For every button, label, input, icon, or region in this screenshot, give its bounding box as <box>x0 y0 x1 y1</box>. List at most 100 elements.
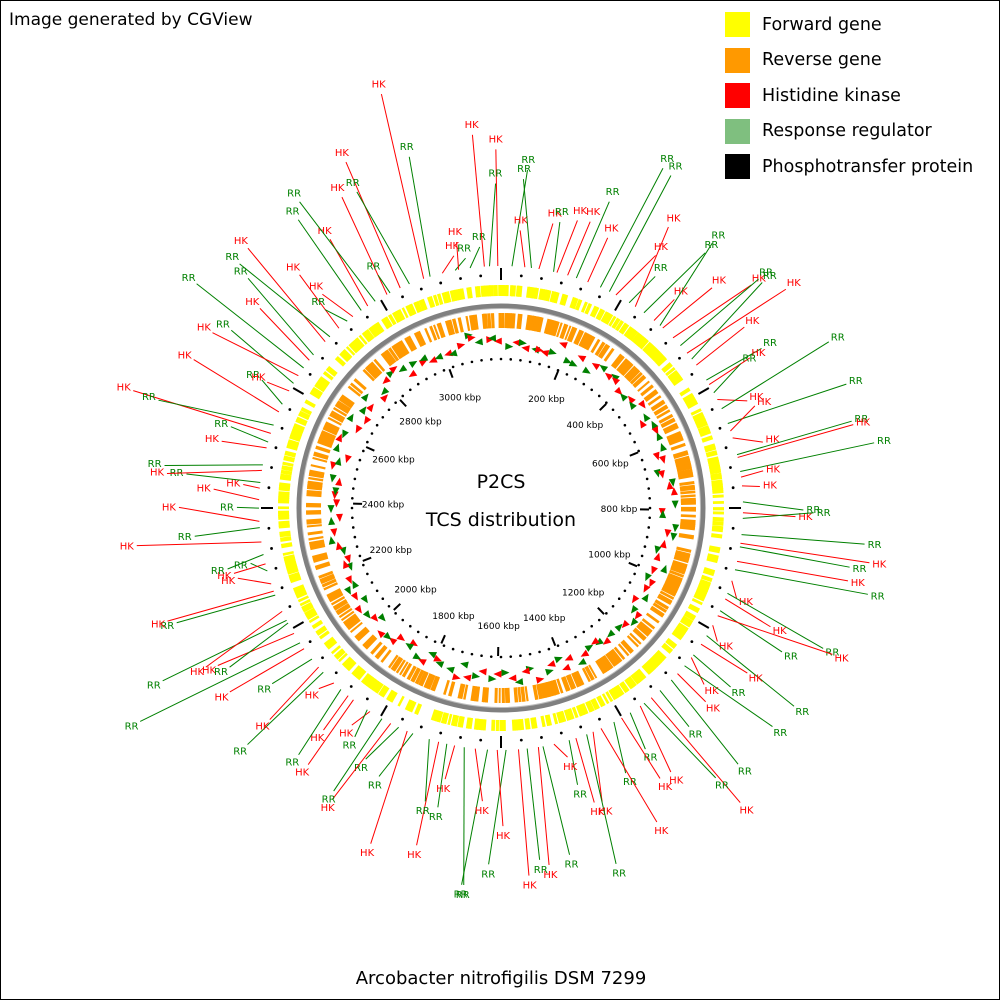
reverse-gene <box>681 496 696 497</box>
forward-gene <box>390 315 396 325</box>
inner-tick <box>612 605 615 608</box>
forward-gene <box>520 719 521 730</box>
forward-gene <box>673 378 682 384</box>
forward-gene <box>468 287 470 298</box>
hk-callout-line <box>709 358 750 385</box>
forward-gene <box>449 714 452 725</box>
rr-callout-line <box>248 278 313 355</box>
rr-callout-line <box>438 744 447 807</box>
reverse-gene <box>397 343 405 356</box>
forward-gene <box>700 431 710 435</box>
forward-gene <box>685 396 695 402</box>
reverse-gene <box>635 628 646 638</box>
inner-tick <box>371 432 374 435</box>
rr-callout-line <box>743 513 814 519</box>
rr-callout-line <box>727 593 823 648</box>
hk-marker <box>397 633 405 641</box>
inner-tick <box>443 644 446 647</box>
forward-gene <box>671 375 680 382</box>
reverse-gene <box>392 346 400 358</box>
reverse-gene <box>676 464 691 467</box>
hk-callout-line <box>260 308 309 360</box>
rr-marker <box>563 357 572 363</box>
reverse-gene <box>450 682 454 696</box>
hk-callout-line <box>742 486 760 487</box>
reverse-gene <box>562 325 567 339</box>
reverse-gene <box>368 366 378 377</box>
forward-gene <box>519 286 520 297</box>
forward-gene <box>606 314 611 324</box>
forward-gene <box>295 589 305 593</box>
inner-tick <box>605 612 608 615</box>
reverse-gene <box>549 681 553 695</box>
reverse-gene <box>483 314 484 329</box>
inner-tick <box>574 378 577 381</box>
reverse-gene <box>680 526 695 527</box>
rr-callout-line <box>462 750 488 885</box>
forward-gene <box>654 354 662 362</box>
forward-gene <box>535 288 537 299</box>
forward-gene <box>573 298 577 308</box>
hk-label: HK <box>321 803 336 814</box>
forward-gene <box>286 564 297 567</box>
hk-label: HK <box>773 626 788 637</box>
rr-marker <box>569 360 578 367</box>
inner-tick <box>362 450 365 453</box>
forward-gene <box>280 538 291 540</box>
reverse-gene <box>316 564 330 569</box>
rr-marker <box>409 361 418 368</box>
forward-gene <box>386 317 392 326</box>
reverse-gene <box>485 687 486 702</box>
forward-gene <box>633 333 640 342</box>
inner-tick <box>362 564 365 567</box>
minor-tick <box>270 466 273 469</box>
forward-gene <box>297 418 307 422</box>
hk-marker <box>494 338 502 345</box>
hk-callout-line <box>457 242 459 270</box>
rr-marker <box>654 469 661 478</box>
hk-label: HK <box>150 468 165 479</box>
forward-gene <box>336 651 344 658</box>
kbp-tick <box>598 608 604 614</box>
hk-callout-line <box>300 275 339 328</box>
forward-gene <box>712 485 723 486</box>
minor-tick <box>309 640 312 643</box>
rr-label: RR <box>742 353 756 364</box>
forward-gene <box>368 678 375 687</box>
rr-marker <box>332 487 339 495</box>
minor-tick <box>579 726 582 729</box>
forward-gene <box>547 290 549 301</box>
minor-tick <box>321 656 324 659</box>
rr-callout-line <box>228 554 264 569</box>
hk-marker <box>354 605 361 614</box>
rr-marker <box>505 343 513 350</box>
forward-gene <box>654 654 662 662</box>
kbp-label: 200 kbp <box>528 395 565 405</box>
minor-tick <box>401 718 404 721</box>
hk-label: HK <box>666 213 681 224</box>
forward-gene <box>278 522 289 523</box>
reverse-gene <box>647 614 659 623</box>
rr-marker <box>657 432 663 441</box>
minor-tick <box>729 466 732 469</box>
rr-marker <box>641 594 648 603</box>
hk-callout-line <box>194 360 279 412</box>
hk-marker <box>333 499 340 507</box>
hk-label: HK <box>245 297 260 308</box>
forward-gene <box>696 592 706 596</box>
reverse-gene <box>310 546 325 549</box>
reverse-gene <box>425 674 431 688</box>
inner-tick <box>490 655 493 658</box>
hk-label: HK <box>604 223 619 234</box>
reverse-gene <box>671 568 685 573</box>
forward-gene <box>691 410 701 415</box>
forward-gene <box>692 599 702 604</box>
rr-label: RR <box>773 728 787 739</box>
minor-tick <box>281 427 284 430</box>
kbp-label: 1200 kbp <box>562 589 605 599</box>
forward-gene <box>711 477 722 479</box>
forward-gene <box>360 336 367 345</box>
reverse-gene <box>547 320 551 334</box>
inner-tick <box>598 619 601 622</box>
hk-callout-line <box>687 289 786 353</box>
